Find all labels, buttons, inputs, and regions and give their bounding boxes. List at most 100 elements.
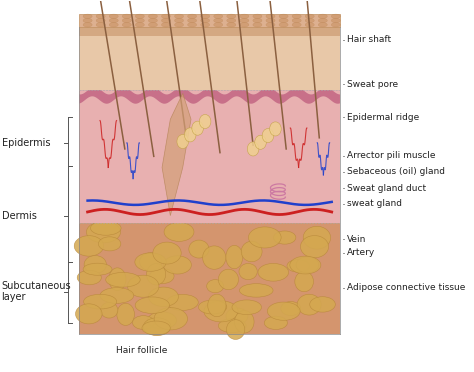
Ellipse shape bbox=[266, 18, 275, 23]
Ellipse shape bbox=[232, 300, 262, 315]
Ellipse shape bbox=[74, 236, 104, 256]
Ellipse shape bbox=[83, 14, 92, 19]
Text: Sweat gland duct: Sweat gland duct bbox=[347, 184, 427, 193]
Ellipse shape bbox=[240, 14, 249, 19]
Ellipse shape bbox=[122, 18, 131, 23]
Ellipse shape bbox=[214, 18, 223, 23]
Ellipse shape bbox=[281, 301, 301, 315]
Ellipse shape bbox=[83, 294, 117, 309]
Ellipse shape bbox=[164, 222, 194, 241]
Ellipse shape bbox=[273, 231, 296, 244]
Ellipse shape bbox=[142, 321, 170, 335]
Ellipse shape bbox=[199, 115, 211, 129]
Ellipse shape bbox=[305, 18, 314, 23]
Ellipse shape bbox=[99, 237, 121, 251]
Bar bbox=[79, 27, 340, 90]
Polygon shape bbox=[79, 87, 340, 104]
Ellipse shape bbox=[177, 135, 189, 148]
Ellipse shape bbox=[292, 23, 301, 27]
Ellipse shape bbox=[188, 23, 197, 27]
Ellipse shape bbox=[318, 18, 328, 23]
Bar bbox=[79, 27, 340, 36]
Ellipse shape bbox=[255, 135, 266, 149]
Ellipse shape bbox=[204, 301, 238, 322]
Ellipse shape bbox=[247, 142, 259, 156]
Ellipse shape bbox=[167, 294, 198, 310]
Ellipse shape bbox=[214, 23, 223, 27]
Ellipse shape bbox=[143, 318, 171, 336]
Ellipse shape bbox=[174, 23, 183, 27]
Ellipse shape bbox=[258, 263, 289, 281]
Ellipse shape bbox=[303, 226, 331, 249]
Ellipse shape bbox=[295, 272, 313, 292]
Text: Epidermis: Epidermis bbox=[1, 138, 50, 148]
Ellipse shape bbox=[279, 23, 288, 27]
Ellipse shape bbox=[214, 14, 223, 19]
Ellipse shape bbox=[174, 14, 183, 19]
Ellipse shape bbox=[301, 235, 328, 258]
Ellipse shape bbox=[148, 18, 157, 23]
Ellipse shape bbox=[199, 300, 227, 314]
Ellipse shape bbox=[310, 297, 335, 312]
Ellipse shape bbox=[135, 253, 166, 271]
Ellipse shape bbox=[135, 23, 145, 27]
Ellipse shape bbox=[219, 269, 238, 290]
Ellipse shape bbox=[77, 270, 101, 285]
Text: Arrector pili muscle: Arrector pili muscle bbox=[347, 151, 436, 160]
Ellipse shape bbox=[305, 14, 314, 19]
Ellipse shape bbox=[292, 18, 301, 23]
Ellipse shape bbox=[146, 263, 166, 285]
Ellipse shape bbox=[253, 23, 262, 27]
Text: Vein: Vein bbox=[347, 235, 367, 244]
Ellipse shape bbox=[140, 253, 162, 271]
Ellipse shape bbox=[296, 257, 319, 273]
Ellipse shape bbox=[201, 14, 210, 19]
Ellipse shape bbox=[279, 18, 288, 23]
Ellipse shape bbox=[150, 269, 174, 284]
Ellipse shape bbox=[184, 128, 196, 142]
Polygon shape bbox=[162, 93, 191, 216]
Text: Hair shaft: Hair shaft bbox=[347, 35, 392, 44]
Ellipse shape bbox=[318, 14, 328, 19]
Ellipse shape bbox=[201, 18, 210, 23]
Ellipse shape bbox=[219, 319, 246, 333]
Ellipse shape bbox=[174, 18, 183, 23]
Text: Adipose connective tissue: Adipose connective tissue bbox=[347, 283, 466, 292]
Ellipse shape bbox=[331, 14, 340, 19]
Ellipse shape bbox=[135, 14, 145, 19]
Ellipse shape bbox=[109, 268, 126, 291]
Text: Sweat pore: Sweat pore bbox=[347, 80, 399, 89]
Ellipse shape bbox=[227, 18, 236, 23]
Ellipse shape bbox=[201, 23, 210, 27]
Ellipse shape bbox=[279, 14, 288, 19]
Ellipse shape bbox=[148, 23, 157, 27]
Ellipse shape bbox=[96, 18, 105, 23]
Ellipse shape bbox=[133, 316, 155, 330]
Ellipse shape bbox=[86, 221, 120, 243]
Ellipse shape bbox=[100, 288, 134, 303]
Text: Dermis: Dermis bbox=[1, 211, 36, 221]
Text: Subcutaneous
layer: Subcutaneous layer bbox=[1, 281, 71, 302]
Ellipse shape bbox=[83, 23, 92, 27]
Ellipse shape bbox=[226, 308, 248, 324]
Ellipse shape bbox=[109, 14, 118, 19]
Ellipse shape bbox=[241, 241, 262, 262]
Ellipse shape bbox=[135, 18, 145, 23]
Ellipse shape bbox=[109, 18, 118, 23]
Ellipse shape bbox=[128, 275, 159, 297]
Ellipse shape bbox=[331, 23, 340, 27]
Ellipse shape bbox=[162, 23, 171, 27]
Ellipse shape bbox=[227, 23, 236, 27]
Ellipse shape bbox=[162, 14, 171, 19]
Ellipse shape bbox=[240, 23, 249, 27]
Bar bbox=[79, 90, 340, 223]
Ellipse shape bbox=[100, 302, 118, 318]
Ellipse shape bbox=[75, 304, 102, 324]
Ellipse shape bbox=[96, 14, 105, 19]
Ellipse shape bbox=[153, 242, 181, 264]
Ellipse shape bbox=[226, 246, 243, 269]
Ellipse shape bbox=[227, 14, 236, 19]
Ellipse shape bbox=[207, 280, 224, 293]
Ellipse shape bbox=[262, 129, 274, 142]
Ellipse shape bbox=[266, 14, 275, 19]
